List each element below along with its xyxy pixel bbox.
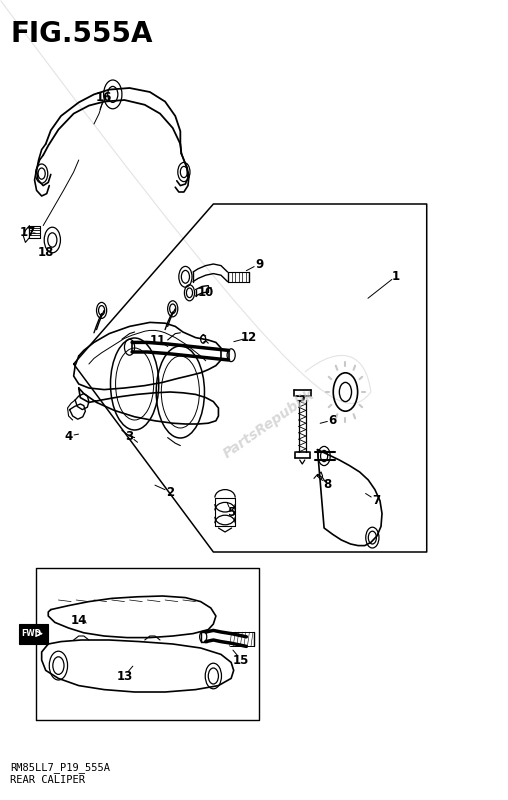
Text: 16: 16: [96, 91, 112, 104]
Text: 5: 5: [227, 506, 235, 518]
Text: 17: 17: [20, 226, 36, 238]
Polygon shape: [19, 624, 48, 644]
Text: 13: 13: [116, 670, 133, 682]
Text: 1: 1: [392, 270, 400, 282]
Text: 18: 18: [38, 246, 54, 258]
Text: 11: 11: [149, 334, 166, 346]
Text: FIG.555A: FIG.555A: [10, 20, 153, 48]
Text: RM85LL7_P19_555A: RM85LL7_P19_555A: [10, 762, 110, 773]
Text: 7: 7: [372, 494, 380, 506]
Text: FWD: FWD: [21, 630, 42, 638]
Text: REAR CALIPER: REAR CALIPER: [10, 775, 85, 786]
Text: 6: 6: [329, 414, 337, 426]
Text: 12: 12: [241, 331, 257, 344]
Text: 10: 10: [198, 286, 214, 298]
Text: 8: 8: [324, 478, 332, 490]
Text: 15: 15: [233, 654, 249, 666]
Text: 9: 9: [255, 258, 263, 270]
Text: 4: 4: [65, 430, 73, 442]
Text: 3: 3: [125, 430, 134, 442]
Text: 2: 2: [166, 486, 174, 498]
Text: 14: 14: [71, 614, 87, 626]
Text: PartsRepublik: PartsRepublik: [221, 387, 318, 461]
